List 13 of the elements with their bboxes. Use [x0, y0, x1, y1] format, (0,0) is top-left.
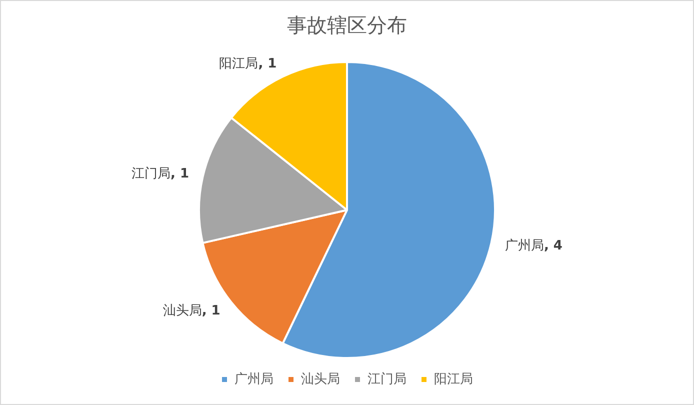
slice-label: 阳江局	[219, 56, 258, 72]
data-label: , 1	[258, 56, 277, 72]
data-label: , 1	[202, 303, 220, 318]
legend-label: 汕头局	[301, 372, 340, 387]
data-label: , 1	[170, 166, 190, 182]
legend-label: 阳江局	[434, 372, 473, 387]
chart-title: 事故辖区分布	[287, 13, 407, 38]
slice-label: 江门局	[132, 165, 171, 182]
legend-label: 广州局	[234, 372, 274, 387]
slice-label: 广州局	[504, 238, 544, 254]
slice-label: 汕头局	[162, 303, 202, 318]
data-label: , 4	[544, 238, 562, 254]
legend-label: 江门局	[368, 370, 406, 387]
